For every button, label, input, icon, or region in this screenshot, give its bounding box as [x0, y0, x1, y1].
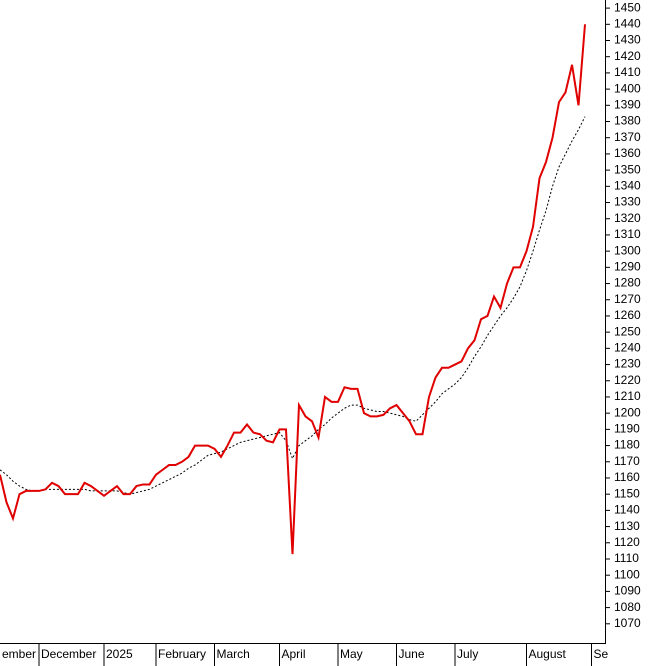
y-tick-label: 1420: [614, 49, 641, 63]
y-tick-label: 1170: [614, 454, 640, 468]
y-tick-label: 1340: [614, 179, 641, 193]
y-tick-label: 1120: [614, 535, 640, 549]
x-tick-label: Se: [594, 647, 609, 661]
y-tick-label: 1150: [614, 486, 640, 500]
y-tick-label: 1430: [614, 33, 641, 47]
y-tick-label: 1080: [614, 600, 641, 614]
y-tick-label: 1390: [614, 97, 641, 111]
x-tick-label: February: [158, 647, 206, 661]
y-tick-label: 1360: [614, 146, 641, 160]
y-tick-label: 1220: [614, 373, 641, 387]
x-tick-label: March: [217, 647, 250, 661]
y-tick-label: 1140: [614, 503, 640, 517]
y-tick-label: 1070: [614, 616, 641, 630]
y-tick-label: 1370: [614, 130, 641, 144]
y-tick-label: 1100: [614, 567, 640, 581]
y-tick-label: 1200: [614, 405, 641, 419]
y-tick-label: 1270: [614, 292, 641, 306]
y-tick-label: 1400: [614, 81, 641, 95]
y-tick-label: 1250: [614, 324, 641, 338]
y-tick-label: 1280: [614, 276, 641, 290]
y-tick-label: 1300: [614, 243, 641, 257]
y-tick-label: 1230: [614, 357, 641, 371]
x-tick-label: 2025: [106, 647, 133, 661]
y-tick-label: 1260: [614, 308, 641, 322]
y-tick-label: 1180: [614, 438, 640, 452]
y-tick-label: 1310: [614, 227, 641, 241]
x-tick-label: August: [529, 647, 567, 661]
y-tick-label: 1190: [614, 422, 640, 436]
x-tick-label: May: [340, 647, 363, 661]
y-tick-label: 1210: [614, 389, 641, 403]
series-line: [0, 24, 586, 555]
y-tick-label: 1320: [614, 211, 641, 225]
y-tick-label: 1440: [614, 16, 641, 30]
x-tick-label: ember: [2, 647, 36, 661]
y-tick-label: 1110: [614, 551, 639, 565]
y-tick-label: 1410: [614, 65, 641, 79]
y-tick-label: 1350: [614, 162, 641, 176]
x-tick-label: June: [399, 647, 425, 661]
y-tick-label: 1130: [614, 519, 640, 533]
x-tick-label: April: [282, 647, 306, 661]
y-tick-label: 1160: [614, 470, 640, 484]
y-tick-label: 1090: [614, 584, 641, 598]
x-tick-label: July: [457, 647, 478, 661]
series-line: [0, 116, 586, 495]
y-tick-label: 1290: [614, 260, 641, 274]
y-tick-label: 1380: [614, 114, 641, 128]
y-tick-label: 1240: [614, 341, 641, 355]
x-tick-label: December: [41, 647, 96, 661]
y-tick-label: 1330: [614, 195, 641, 209]
y-tick-label: 1450: [614, 0, 641, 14]
